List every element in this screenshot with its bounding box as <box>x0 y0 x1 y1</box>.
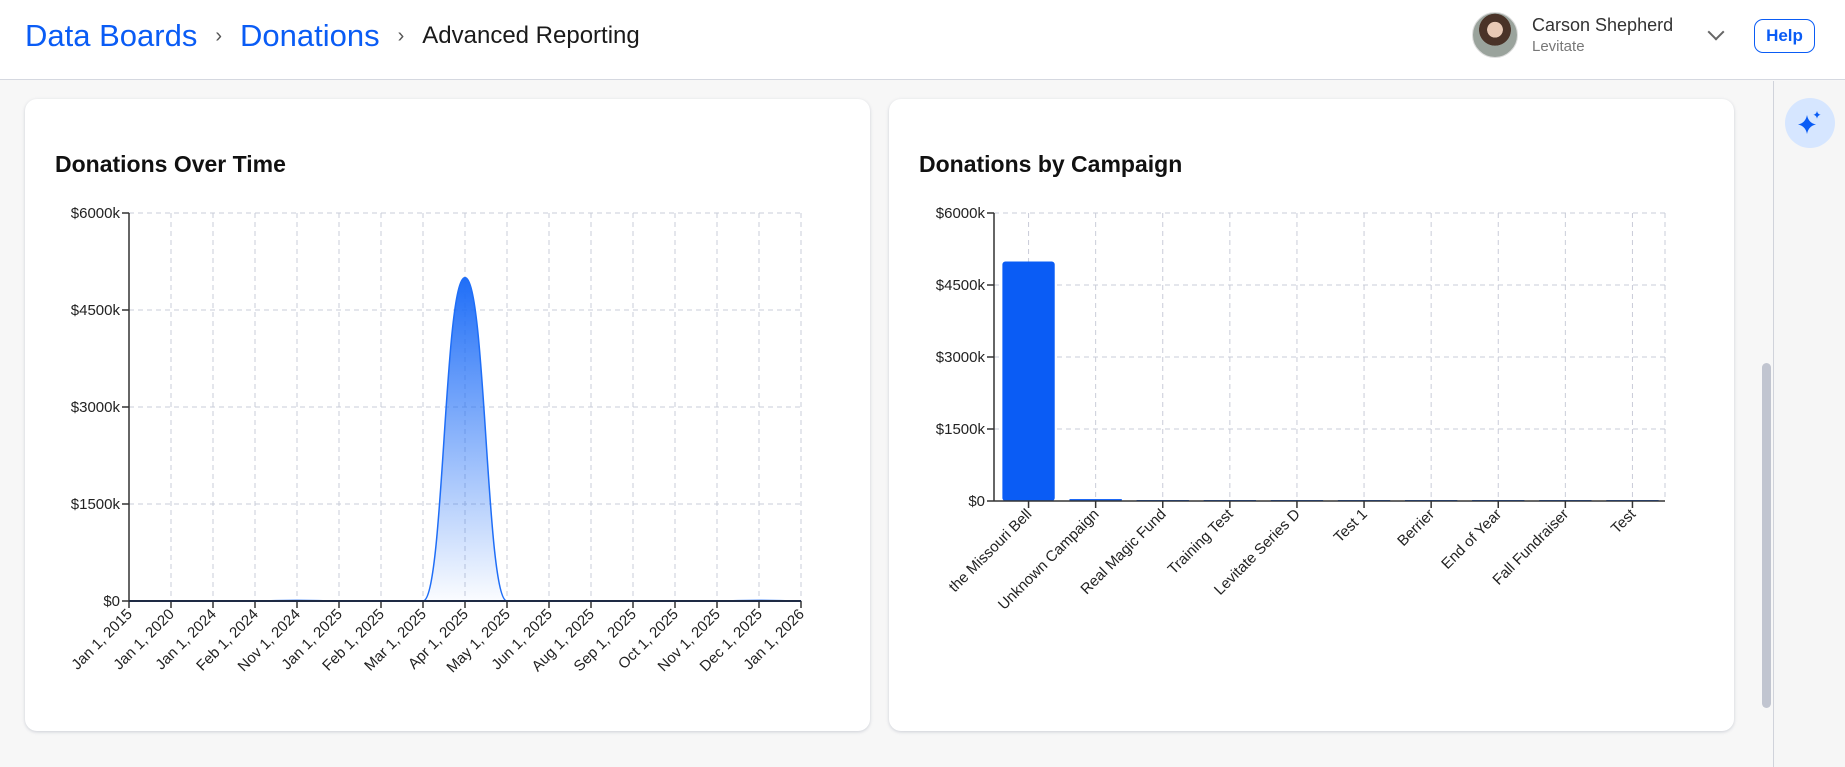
x-tick-label: End of Year <box>1438 506 1505 573</box>
y-tick-label: $1500k <box>936 421 986 438</box>
help-button[interactable]: Help <box>1754 19 1815 53</box>
user-org: Levitate <box>1532 38 1585 55</box>
y-tick-label: $6000k <box>936 205 986 222</box>
user-menu[interactable]: Carson Shepherd Levitate <box>1472 12 1673 58</box>
breadcrumb-current: Advanced Reporting <box>422 22 640 49</box>
y-tick-label: $0 <box>103 593 120 610</box>
y-tick-label: $4500k <box>936 277 986 294</box>
avatar[interactable] <box>1472 12 1518 58</box>
y-tick-label: $3000k <box>936 349 986 366</box>
ai-assistant-button[interactable] <box>1785 98 1835 148</box>
bar <box>1002 261 1055 501</box>
scrollbar[interactable] <box>1762 363 1771 708</box>
x-tick-label: Berrier <box>1394 506 1438 550</box>
bar <box>1069 499 1122 501</box>
y-tick-label: $1500k <box>71 496 121 513</box>
y-tick-label: $0 <box>968 493 985 510</box>
chart-card-donations-over-time: Donations Over Time $0 $1500k $3000k $4500k… <box>25 99 870 731</box>
breadcrumb-donations[interactable]: Donations <box>240 18 380 53</box>
x-tick-label: Test 1 <box>1331 506 1371 546</box>
area-fill <box>129 277 801 601</box>
sparkle-icon <box>1798 111 1821 134</box>
top-header: Data Boards › Donations › Advanced Repor… <box>0 0 1845 80</box>
x-tick-label: Test <box>1608 505 1640 537</box>
breadcrumb-separator: › <box>215 24 222 47</box>
breadcrumb-data-boards[interactable]: Data Boards <box>25 18 198 53</box>
y-tick-label: $3000k <box>71 399 121 416</box>
chart-title: Donations by Campaign <box>919 151 1183 177</box>
y-tick-label: $4500k <box>71 302 121 319</box>
chevron-down-icon[interactable] <box>1707 23 1725 41</box>
user-name: Carson Shepherd <box>1532 15 1674 35</box>
y-tick-label: $6000k <box>71 205 121 222</box>
right-rail <box>1773 81 1845 767</box>
breadcrumb-separator: › <box>397 24 405 47</box>
chart-title: Donations Over Time <box>55 151 286 177</box>
breadcrumb: Data Boards › Donations › Advanced Repor… <box>25 14 640 58</box>
chart-card-donations-by-campaign: Donations by Campaign $0 $1500k $3000k $450… <box>889 99 1734 731</box>
x-tick-label: Training Test <box>1165 505 1238 578</box>
